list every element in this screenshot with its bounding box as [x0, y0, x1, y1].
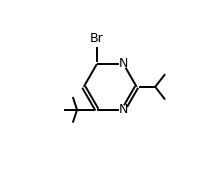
Text: N: N	[119, 57, 128, 70]
Text: Br: Br	[90, 32, 104, 45]
Text: N: N	[119, 103, 128, 116]
